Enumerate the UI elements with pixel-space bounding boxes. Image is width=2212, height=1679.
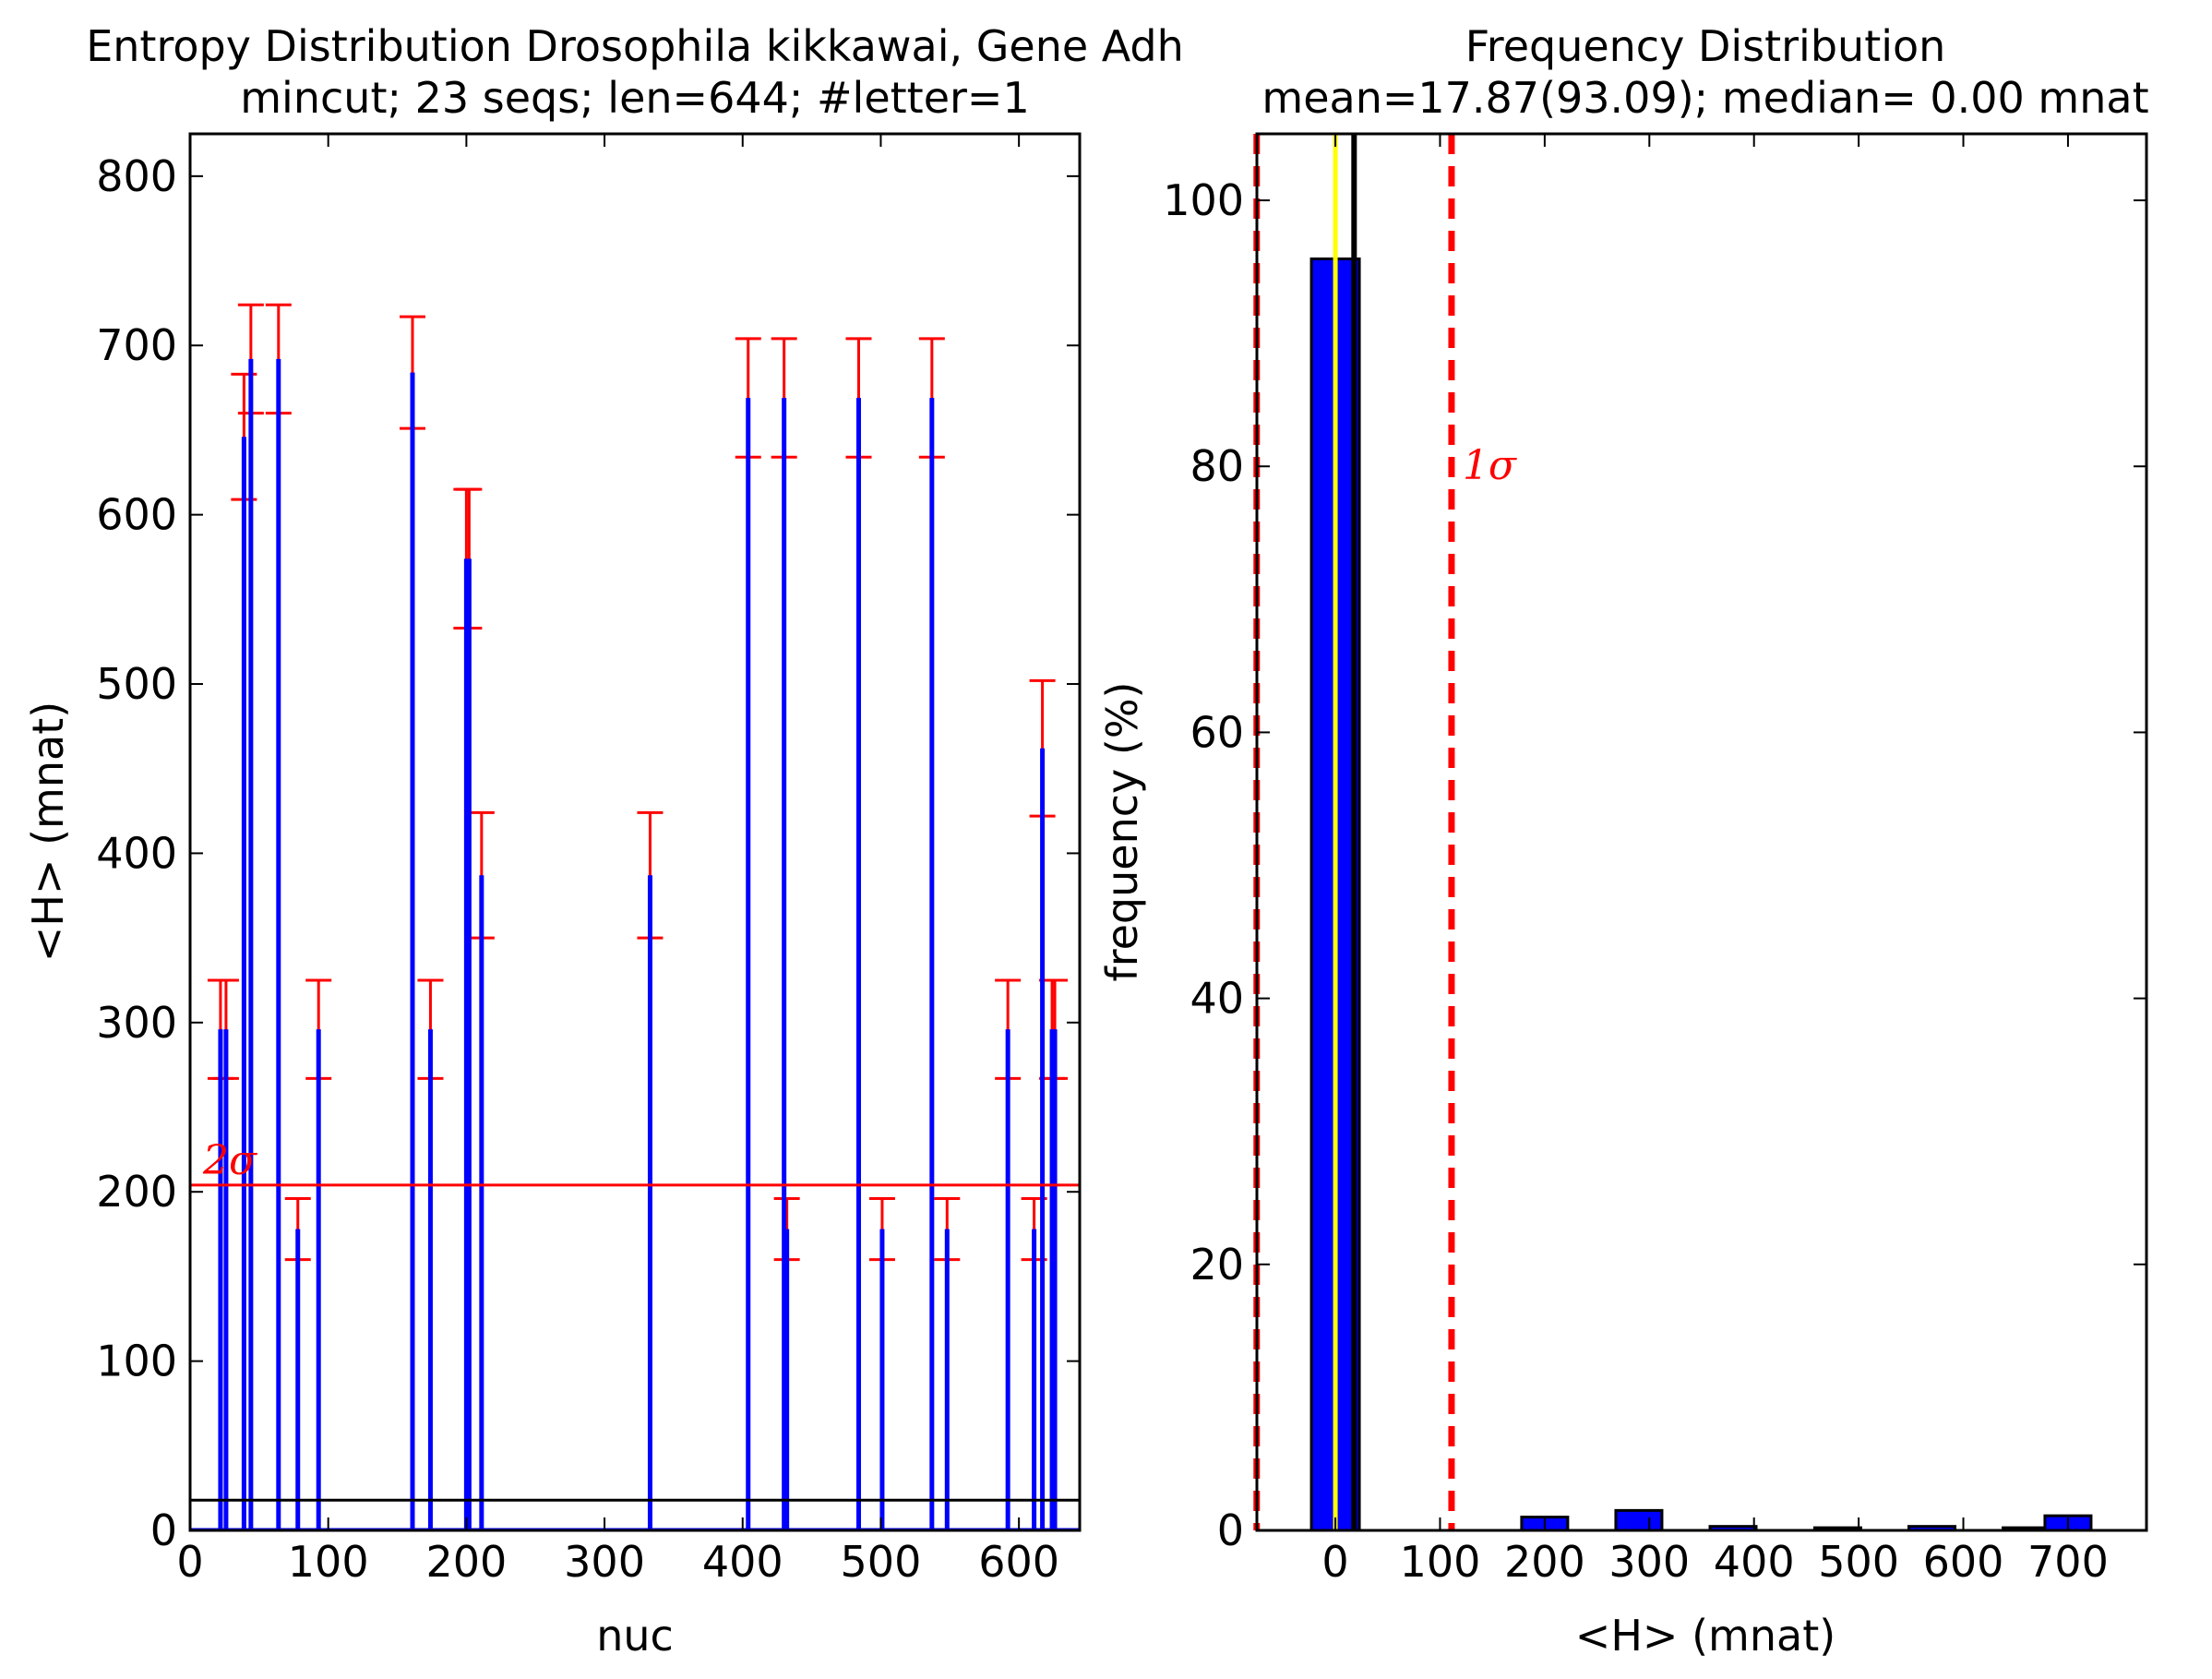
left-bar xyxy=(427,1029,433,1530)
left-bar xyxy=(1032,1229,1037,1530)
frequency-distribution-panel: Frequency Distribution mean=17.87(93.09)… xyxy=(1097,21,2149,1661)
left-bar xyxy=(223,1029,229,1530)
right-x-tick-label: 700 xyxy=(2027,1537,2109,1587)
left-chart-title: Entropy Distribution Drosophila kikkawai… xyxy=(86,21,1184,71)
left-y-tick-label: 400 xyxy=(96,828,177,878)
right-x-tick-label: 300 xyxy=(1608,1537,1690,1587)
left-bar xyxy=(855,398,861,1531)
left-y-tick-label: 800 xyxy=(96,151,177,201)
left-bar xyxy=(295,1229,301,1530)
right-x-tick-label: 0 xyxy=(1321,1537,1348,1587)
left-x-tick-label: 300 xyxy=(564,1537,645,1587)
left-bar xyxy=(316,1029,321,1530)
left-y-tick-label: 0 xyxy=(150,1505,177,1555)
left-x-tick-label: 500 xyxy=(841,1537,922,1587)
right-x-tick-label: 100 xyxy=(1400,1537,1481,1587)
right-chart-title: Frequency Distribution xyxy=(1465,21,1946,71)
left-bar xyxy=(784,1229,790,1530)
right-y-tick-label: 0 xyxy=(1217,1505,1244,1555)
left-y-tick-label: 700 xyxy=(96,320,177,370)
left-bar xyxy=(746,398,751,1531)
left-bar xyxy=(1052,1029,1058,1530)
left-bar xyxy=(466,558,472,1530)
left-x-tick-label: 0 xyxy=(176,1537,203,1587)
left-bar xyxy=(241,437,246,1530)
left-x-axis-label: nuc xyxy=(596,1611,674,1661)
right-x-tick-label: 200 xyxy=(1504,1537,1585,1587)
left-bar xyxy=(1005,1029,1010,1530)
left-y-tick-label: 500 xyxy=(96,659,177,709)
left-bar xyxy=(929,398,935,1531)
left-bar xyxy=(276,358,281,1530)
left-x-tick-label: 600 xyxy=(978,1537,1059,1587)
left-bar xyxy=(1049,1029,1055,1530)
left-bar xyxy=(782,398,787,1531)
left-chart-marks: 2σ xyxy=(190,303,1080,1531)
right-y-tick-label: 80 xyxy=(1190,441,1244,491)
left-y-tick-label: 600 xyxy=(96,490,177,540)
left-x-tick-label: 200 xyxy=(425,1537,507,1587)
left-bar xyxy=(479,875,484,1530)
left-x-tick-label: 100 xyxy=(288,1537,369,1587)
left-bar xyxy=(1040,748,1046,1530)
right-x-axis-label: <H> (mnat) xyxy=(1575,1611,1835,1661)
left-bar xyxy=(879,1229,885,1530)
right-y-axis-label: frequency (%) xyxy=(1097,682,1147,982)
left-y-tick-label: 300 xyxy=(96,998,177,1048)
left-y-axis-label: <H> (mnat) xyxy=(23,702,73,962)
left-bar xyxy=(944,1229,950,1530)
left-bar xyxy=(463,558,469,1530)
entropy-distribution-panel: Entropy Distribution Drosophila kikkawai… xyxy=(23,21,1184,1661)
left-bar xyxy=(248,358,254,1530)
left-x-tick-label: 400 xyxy=(702,1537,783,1587)
right-plot-frame xyxy=(1255,132,2148,1532)
right-y-tick-label: 20 xyxy=(1190,1240,1244,1289)
right-y-tick-label: 60 xyxy=(1190,707,1244,757)
right-x-tick-label: 400 xyxy=(1714,1537,1795,1587)
left-axis-ticks: 0 100 200 300 400 500 600 0 100 200 300 400 500 600 70… xyxy=(96,134,1080,1587)
right-y-tick-label: 100 xyxy=(1163,175,1244,225)
right-sigma-label: 1σ xyxy=(1463,442,1518,489)
right-x-tick-label: 500 xyxy=(1818,1537,1899,1587)
left-bar xyxy=(218,1029,223,1530)
right-x-tick-label: 600 xyxy=(1923,1537,2004,1587)
right-chart-subtitle: mean=17.87(93.09); median= 0.00 mnat xyxy=(1261,73,2148,123)
left-threshold-label: 2σ xyxy=(202,1137,258,1184)
right-bar xyxy=(1614,1508,1664,1532)
left-chart-subtitle: mincut; 23 seqs; len=644; #letter=1 xyxy=(240,73,1029,123)
right-axis-ticks: 0 100 200 300 400 500 600 700 0 20 40 60 80 100 xyxy=(1163,134,2146,1587)
right-y-tick-label: 40 xyxy=(1190,974,1244,1024)
left-y-tick-label: 100 xyxy=(96,1337,177,1386)
right-chart-marks: 1σ xyxy=(1253,134,2093,1532)
left-bar xyxy=(410,372,415,1530)
left-bar xyxy=(647,875,652,1530)
left-y-tick-label: 200 xyxy=(96,1167,177,1217)
left-plot-frame xyxy=(188,132,1082,1532)
